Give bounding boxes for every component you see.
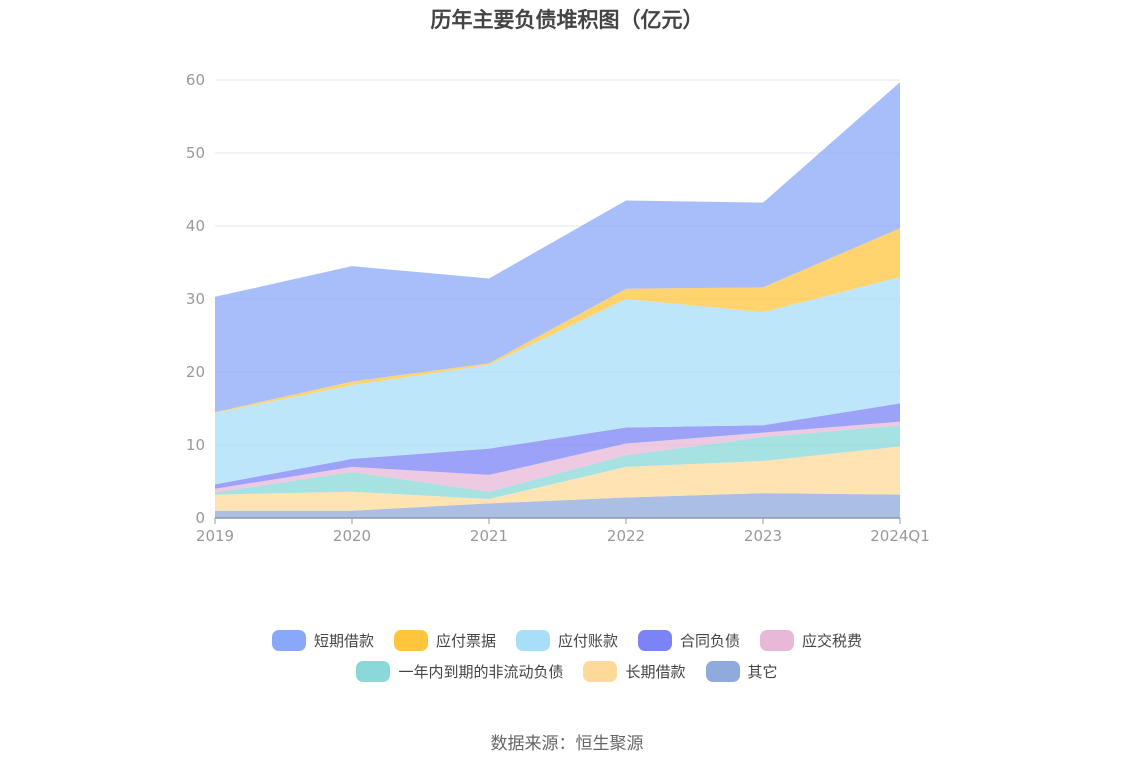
area-series-7 — [215, 82, 900, 413]
legend-label: 一年内到期的非流动负债 — [398, 663, 564, 681]
legend-item[interactable]: 应付账款 — [515, 630, 618, 651]
x-tick-label: 2021 — [470, 527, 508, 545]
area-series-1 — [215, 446, 900, 511]
legend-swatch — [393, 630, 428, 651]
legend-swatch — [583, 661, 618, 682]
legend-item[interactable]: 其它 — [705, 661, 778, 682]
y-tick-label: 40 — [186, 217, 205, 235]
legend-swatch — [760, 630, 795, 651]
legend-row-2: 一年内到期的非流动负债 长期借款 其它 — [0, 661, 1134, 682]
legend-swatch — [705, 661, 740, 682]
x-tick-label: 2019 — [196, 527, 234, 545]
axes: 0 10 20 30 40 50 60 2019 2020 2021 2022 2023 2024Q1 — [186, 71, 930, 545]
y-tick-label: 50 — [186, 144, 205, 162]
legend: 短期借款 应付票据 应付账款 合同负债 应交税费 一年内到期的非流动负债 长期借款 其它 — [0, 630, 1134, 692]
chart-title: 历年主要负债堆积图（亿元） — [430, 8, 704, 32]
series-areas — [215, 82, 900, 518]
x-tick-label: 2024Q1 — [870, 527, 930, 545]
legend-item[interactable]: 合同负债 — [638, 630, 740, 651]
y-tick-label: 30 — [186, 290, 205, 308]
legend-row-1: 短期借款 应付票据 应付账款 合同负债 应交税费 — [0, 630, 1134, 651]
legend-label: 其它 — [747, 663, 778, 681]
legend-label: 长期借款 — [625, 663, 686, 681]
area-series-3 — [215, 421, 900, 493]
area-series-4 — [215, 403, 900, 489]
y-tick-label: 0 — [195, 509, 205, 527]
legend-label: 短期借款 — [313, 632, 374, 650]
area-chart: 0 10 20 30 40 50 60 2019 2020 2021 2022 2023 2024Q1 — [186, 71, 930, 545]
legend-label: 应交税费 — [802, 632, 863, 650]
x-tick-label: 2023 — [744, 527, 782, 545]
legend-swatch — [356, 661, 391, 682]
y-tick-label: 60 — [186, 71, 205, 89]
legend-item[interactable]: 长期借款 — [583, 661, 686, 682]
legend-item[interactable]: 应交税费 — [760, 630, 862, 651]
area-series-5 — [215, 277, 900, 485]
legend-item[interactable]: 短期借款 — [271, 630, 374, 651]
y-tick-label: 10 — [186, 436, 205, 454]
x-tick-label: 2022 — [607, 527, 645, 545]
data-source: 数据来源：恒生聚源 — [490, 734, 644, 754]
legend-label: 应付账款 — [557, 632, 618, 650]
area-series-2 — [215, 425, 900, 500]
area-series-0 — [215, 493, 900, 518]
legend-swatch — [638, 630, 672, 651]
legend-label: 应付票据 — [435, 632, 496, 650]
y-tick-label: 20 — [186, 363, 205, 381]
legend-swatch — [515, 630, 550, 651]
legend-label: 合同负债 — [680, 632, 741, 650]
legend-item[interactable]: 应付票据 — [393, 630, 496, 651]
x-tick-label: 2020 — [333, 527, 371, 545]
legend-swatch — [271, 630, 306, 651]
legend-item[interactable]: 一年内到期的非流动负债 — [356, 661, 563, 682]
